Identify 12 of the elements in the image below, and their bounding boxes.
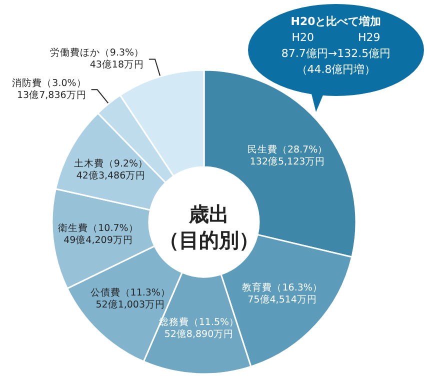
text: （44.8億円増） — [295, 62, 377, 78]
text: H20と比べて増加 — [290, 14, 382, 30]
slice-label: 教育費（16.3%） 75億4,514万円 — [242, 282, 322, 306]
slice-label: 土木費（9.2%） 42億3,486万円 — [74, 158, 148, 182]
slice-label: 衛生費（10.7%） 49億4,209万円 — [58, 222, 138, 246]
text: 87.7億円→132.5億円 — [280, 46, 392, 62]
slice-label: 民生費（28.7%） 132億5,123万円 — [247, 143, 328, 168]
slice-label: 公債費（11.3%） 52億1,003万円 — [90, 286, 170, 310]
slice-label: 労働費ほか（9.3%） 43億18万円 — [50, 46, 144, 71]
text: H20 H29 — [290, 30, 382, 46]
text: 歳出（目的別） — [159, 202, 259, 252]
slice-label: 消防費（3.0%） 13億7,836万円 — [12, 77, 86, 102]
